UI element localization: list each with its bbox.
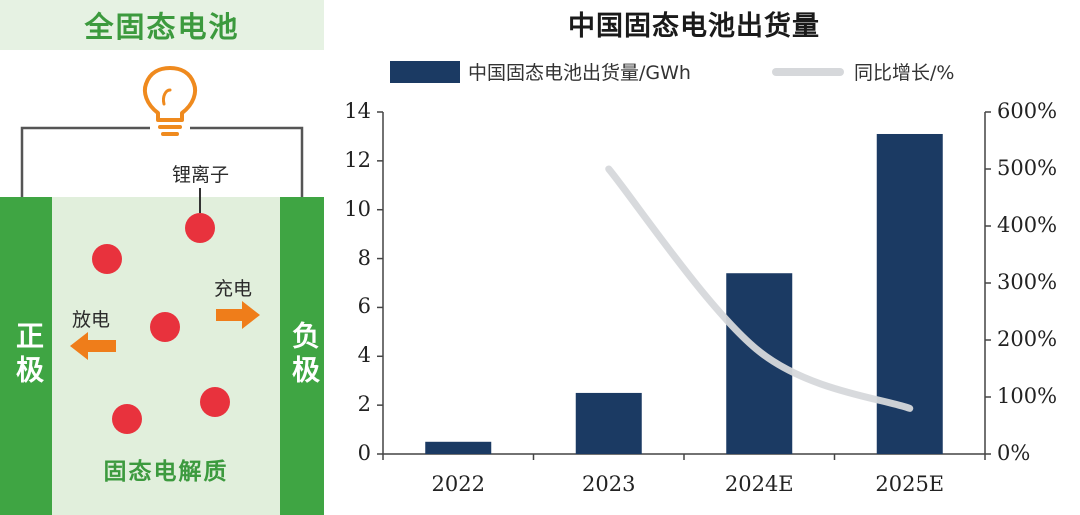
wire-right: [190, 126, 304, 197]
circuit-wires: [20, 66, 304, 197]
y-right-tick-label: 600%: [997, 99, 1058, 123]
lithium-ion: [200, 387, 230, 417]
legend-line-label: 同比增长/%: [854, 62, 955, 84]
negative-label: 负极: [288, 321, 321, 389]
y-left-tick-label: 14: [344, 99, 371, 123]
y-right-tick-label: 0%: [997, 441, 1031, 465]
legend-line: 同比增长/%: [772, 58, 954, 85]
wire-left: [20, 126, 150, 197]
y-right-tick-label: 500%: [997, 156, 1058, 180]
arrow-right-icon: [216, 301, 260, 329]
x-tick-label: 2025E: [875, 472, 945, 496]
y-left-tick-label: 0: [357, 441, 371, 465]
shipment-bar: [425, 441, 492, 454]
y-left-tick-label: 12: [344, 147, 371, 172]
lithium-ion: [112, 404, 142, 434]
ion-label: 锂离子: [172, 164, 230, 186]
y-left-tick-label: 10: [344, 196, 371, 221]
arrows-layer: [70, 301, 260, 360]
y-right-tick-label: 100%: [997, 384, 1058, 408]
negative-electrode: 负极: [280, 197, 324, 515]
diagram-title: 全固态电池: [0, 0, 324, 50]
arrow-left-icon: [70, 332, 116, 360]
electrolyte-label: 固态电解质: [103, 459, 229, 485]
chart-title: 中国固态电池出货量: [568, 11, 820, 42]
x-tick-label: 2024E: [724, 472, 794, 496]
y-right-tick-label: 200%: [997, 327, 1058, 351]
shipment-bar: [575, 392, 642, 454]
y-left-tick-label: 6: [357, 294, 371, 319]
ion-layer: [199, 188, 201, 213]
positive-electrode: 正极: [0, 197, 52, 515]
y-right-tick-label: 300%: [997, 270, 1058, 294]
legend-bar-label: 中国固态电池出货量/GWh: [468, 62, 691, 84]
lithium-ion: [150, 312, 180, 342]
discharge-label: 放电: [72, 309, 111, 331]
charge-label: 充电: [214, 278, 253, 300]
legend-bar-swatch: [390, 60, 460, 83]
legend-line-swatch: [772, 67, 844, 76]
y-right-tick-label: 400%: [997, 213, 1058, 237]
y-left-tick-label: 2: [357, 392, 371, 417]
legend-bar: 中国固态电池出货量/GWh: [390, 58, 691, 85]
x-tick-label: 2022: [431, 472, 485, 496]
lithium-ion: [92, 244, 122, 274]
lightbulb-icon: [142, 66, 198, 136]
battery-diagram: 全固态电池 正极 负极 锂离子 充电 放电: [0, 0, 326, 515]
growth-line: [605, 165, 914, 412]
x-tick-label: 2023: [582, 472, 636, 496]
y-left-tick-label: 8: [357, 245, 371, 270]
lithium-ion: [185, 213, 215, 243]
solid-electrolyte: [52, 197, 280, 515]
positive-label: 正极: [12, 321, 45, 389]
y-left-tick-label: 4: [357, 343, 371, 368]
